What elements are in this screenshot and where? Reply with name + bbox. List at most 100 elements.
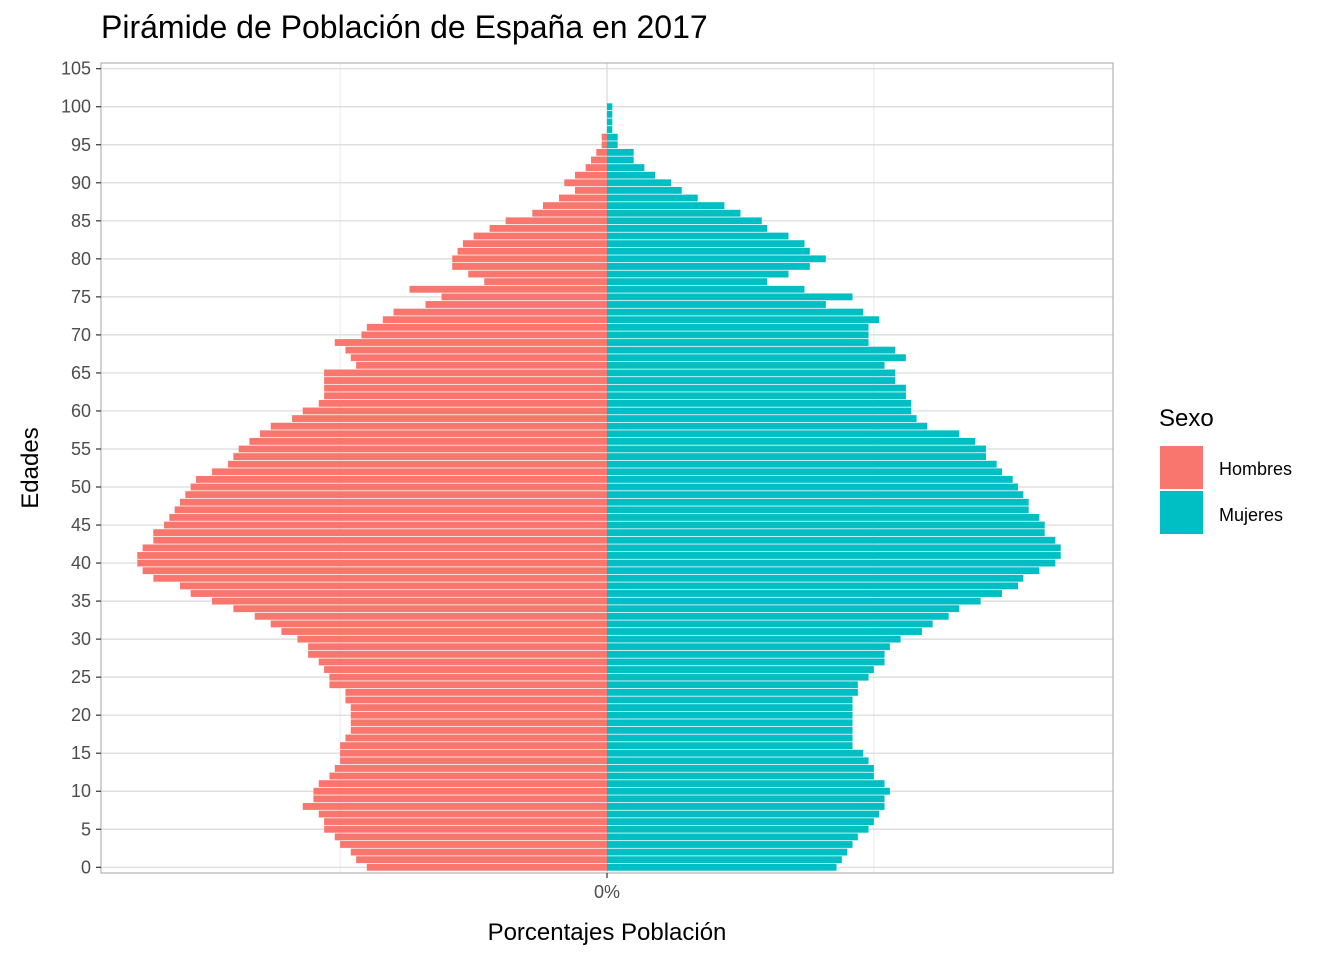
bar-mujeres-age-40 (607, 559, 1056, 567)
y-tick-label: 25 (71, 667, 91, 687)
bar-mujeres-age-22 (607, 696, 853, 704)
bar-mujeres-age-32 (607, 620, 933, 628)
bar-mujeres-age-33 (607, 612, 949, 620)
bar-mujeres-age-81 (607, 247, 810, 255)
legend-label-mujeres: Mujeres (1219, 505, 1283, 525)
bar-hombres-age-50 (190, 483, 607, 491)
bar-hombres-age-96 (601, 133, 607, 141)
bar-mujeres-age-63 (607, 384, 906, 392)
bar-hombres-age-7 (318, 810, 607, 818)
bar-hombres-age-44 (153, 529, 607, 537)
bar-mujeres-age-23 (607, 688, 858, 696)
bar-mujeres-age-62 (607, 392, 906, 400)
bar-mujeres-age-36 (607, 590, 1002, 597)
bar-mujeres-age-46 (607, 514, 1040, 521)
bar-mujeres-age-17 (607, 734, 853, 742)
bar-mujeres-age-97 (607, 126, 613, 133)
bar-hombres-age-8 (302, 803, 607, 810)
bar-mujeres-age-49 (607, 491, 1024, 499)
bar-hombres-age-81 (457, 247, 607, 255)
bar-hombres-age-59 (292, 415, 607, 422)
bar-mujeres-age-60 (607, 407, 912, 415)
bar-hombres-age-42 (142, 544, 607, 552)
bar-hombres-age-87 (542, 202, 607, 210)
bar-mujeres-age-72 (607, 316, 880, 324)
bar-mujeres-age-25 (607, 673, 869, 681)
bar-mujeres-age-64 (607, 377, 896, 384)
bar-mujeres-age-74 (607, 301, 826, 308)
bar-mujeres-age-4 (607, 833, 858, 841)
bar-hombres-age-75 (441, 293, 607, 301)
bar-mujeres-age-45 (607, 521, 1045, 529)
bar-mujeres-age-71 (607, 323, 869, 331)
y-tick-label: 65 (71, 363, 91, 383)
bar-hombres-age-95 (601, 141, 607, 149)
bar-hombres-age-32 (270, 620, 607, 628)
bar-mujeres-age-51 (607, 475, 1013, 483)
bar-mujeres-age-1 (607, 856, 842, 864)
bar-mujeres-age-11 (607, 780, 885, 788)
y-tick-label: 10 (71, 781, 91, 801)
bar-hombres-age-88 (558, 194, 607, 202)
y-tick-label: 80 (71, 249, 91, 269)
bar-mujeres-age-69 (607, 339, 869, 346)
bar-mujeres-age-84 (607, 225, 768, 232)
bar-mujeres-age-41 (607, 552, 1061, 559)
bar-hombres-age-23 (345, 688, 607, 696)
bar-hombres-age-4 (334, 833, 607, 841)
bar-hombres-age-73 (393, 308, 607, 316)
y-tick-label: 75 (71, 287, 91, 307)
bar-mujeres-age-96 (607, 133, 618, 141)
bar-hombres-age-49 (185, 491, 608, 499)
bar-mujeres-age-28 (607, 650, 885, 658)
bar-mujeres-age-55 (607, 445, 986, 453)
bar-mujeres-age-54 (607, 453, 986, 461)
bar-hombres-age-22 (345, 696, 607, 704)
y-tick-label: 45 (71, 515, 91, 535)
bar-mujeres-age-27 (607, 658, 885, 666)
bar-mujeres-age-37 (607, 582, 1018, 590)
bar-hombres-age-30 (297, 635, 607, 643)
bar-mujeres-age-50 (607, 483, 1018, 491)
bar-hombres-age-35 (212, 597, 607, 605)
bar-hombres-age-12 (329, 772, 607, 780)
y-tick-label: 35 (71, 591, 91, 611)
y-tick-label: 30 (71, 629, 91, 649)
bar-mujeres-age-68 (607, 346, 896, 354)
bar-mujeres-age-26 (607, 666, 874, 673)
bar-mujeres-age-39 (607, 567, 1040, 575)
bar-mujeres-age-30 (607, 635, 901, 643)
bar-hombres-age-48 (179, 498, 607, 506)
x-axis-ticks: 0% (594, 873, 620, 902)
bar-mujeres-age-92 (607, 164, 645, 171)
bar-mujeres-age-66 (607, 361, 885, 369)
bar-hombres-age-40 (137, 559, 608, 567)
bar-hombres-age-78 (468, 270, 607, 278)
bar-mujeres-age-85 (607, 217, 762, 225)
bar-hombres-age-13 (334, 765, 607, 772)
bar-hombres-age-83 (473, 232, 607, 240)
bar-mujeres-age-87 (607, 202, 725, 210)
bar-hombres-age-55 (238, 445, 607, 453)
bar-hombres-age-9 (313, 795, 607, 803)
bar-mujeres-age-8 (607, 803, 885, 810)
y-tick-label: 40 (71, 553, 91, 573)
bar-hombres-age-72 (382, 316, 607, 324)
bar-mujeres-age-53 (607, 460, 997, 468)
bar-mujeres-age-24 (607, 681, 858, 689)
bar-hombres-age-10 (313, 787, 607, 795)
y-tick-label: 15 (71, 743, 91, 763)
bar-mujeres-age-98 (607, 118, 613, 126)
bar-hombres-age-52 (212, 468, 607, 476)
bars-group (137, 103, 1061, 871)
bar-hombres-age-31 (281, 628, 607, 635)
y-tick-label: 100 (61, 97, 91, 117)
bar-hombres-age-61 (318, 399, 607, 407)
y-tick-label: 0 (81, 857, 91, 877)
y-tick-label: 60 (71, 401, 91, 421)
bar-mujeres-age-16 (607, 742, 853, 750)
bar-hombres-age-11 (318, 780, 607, 788)
y-tick-label: 70 (71, 325, 91, 345)
bar-hombres-age-43 (153, 536, 607, 544)
bar-hombres-age-6 (324, 818, 607, 826)
